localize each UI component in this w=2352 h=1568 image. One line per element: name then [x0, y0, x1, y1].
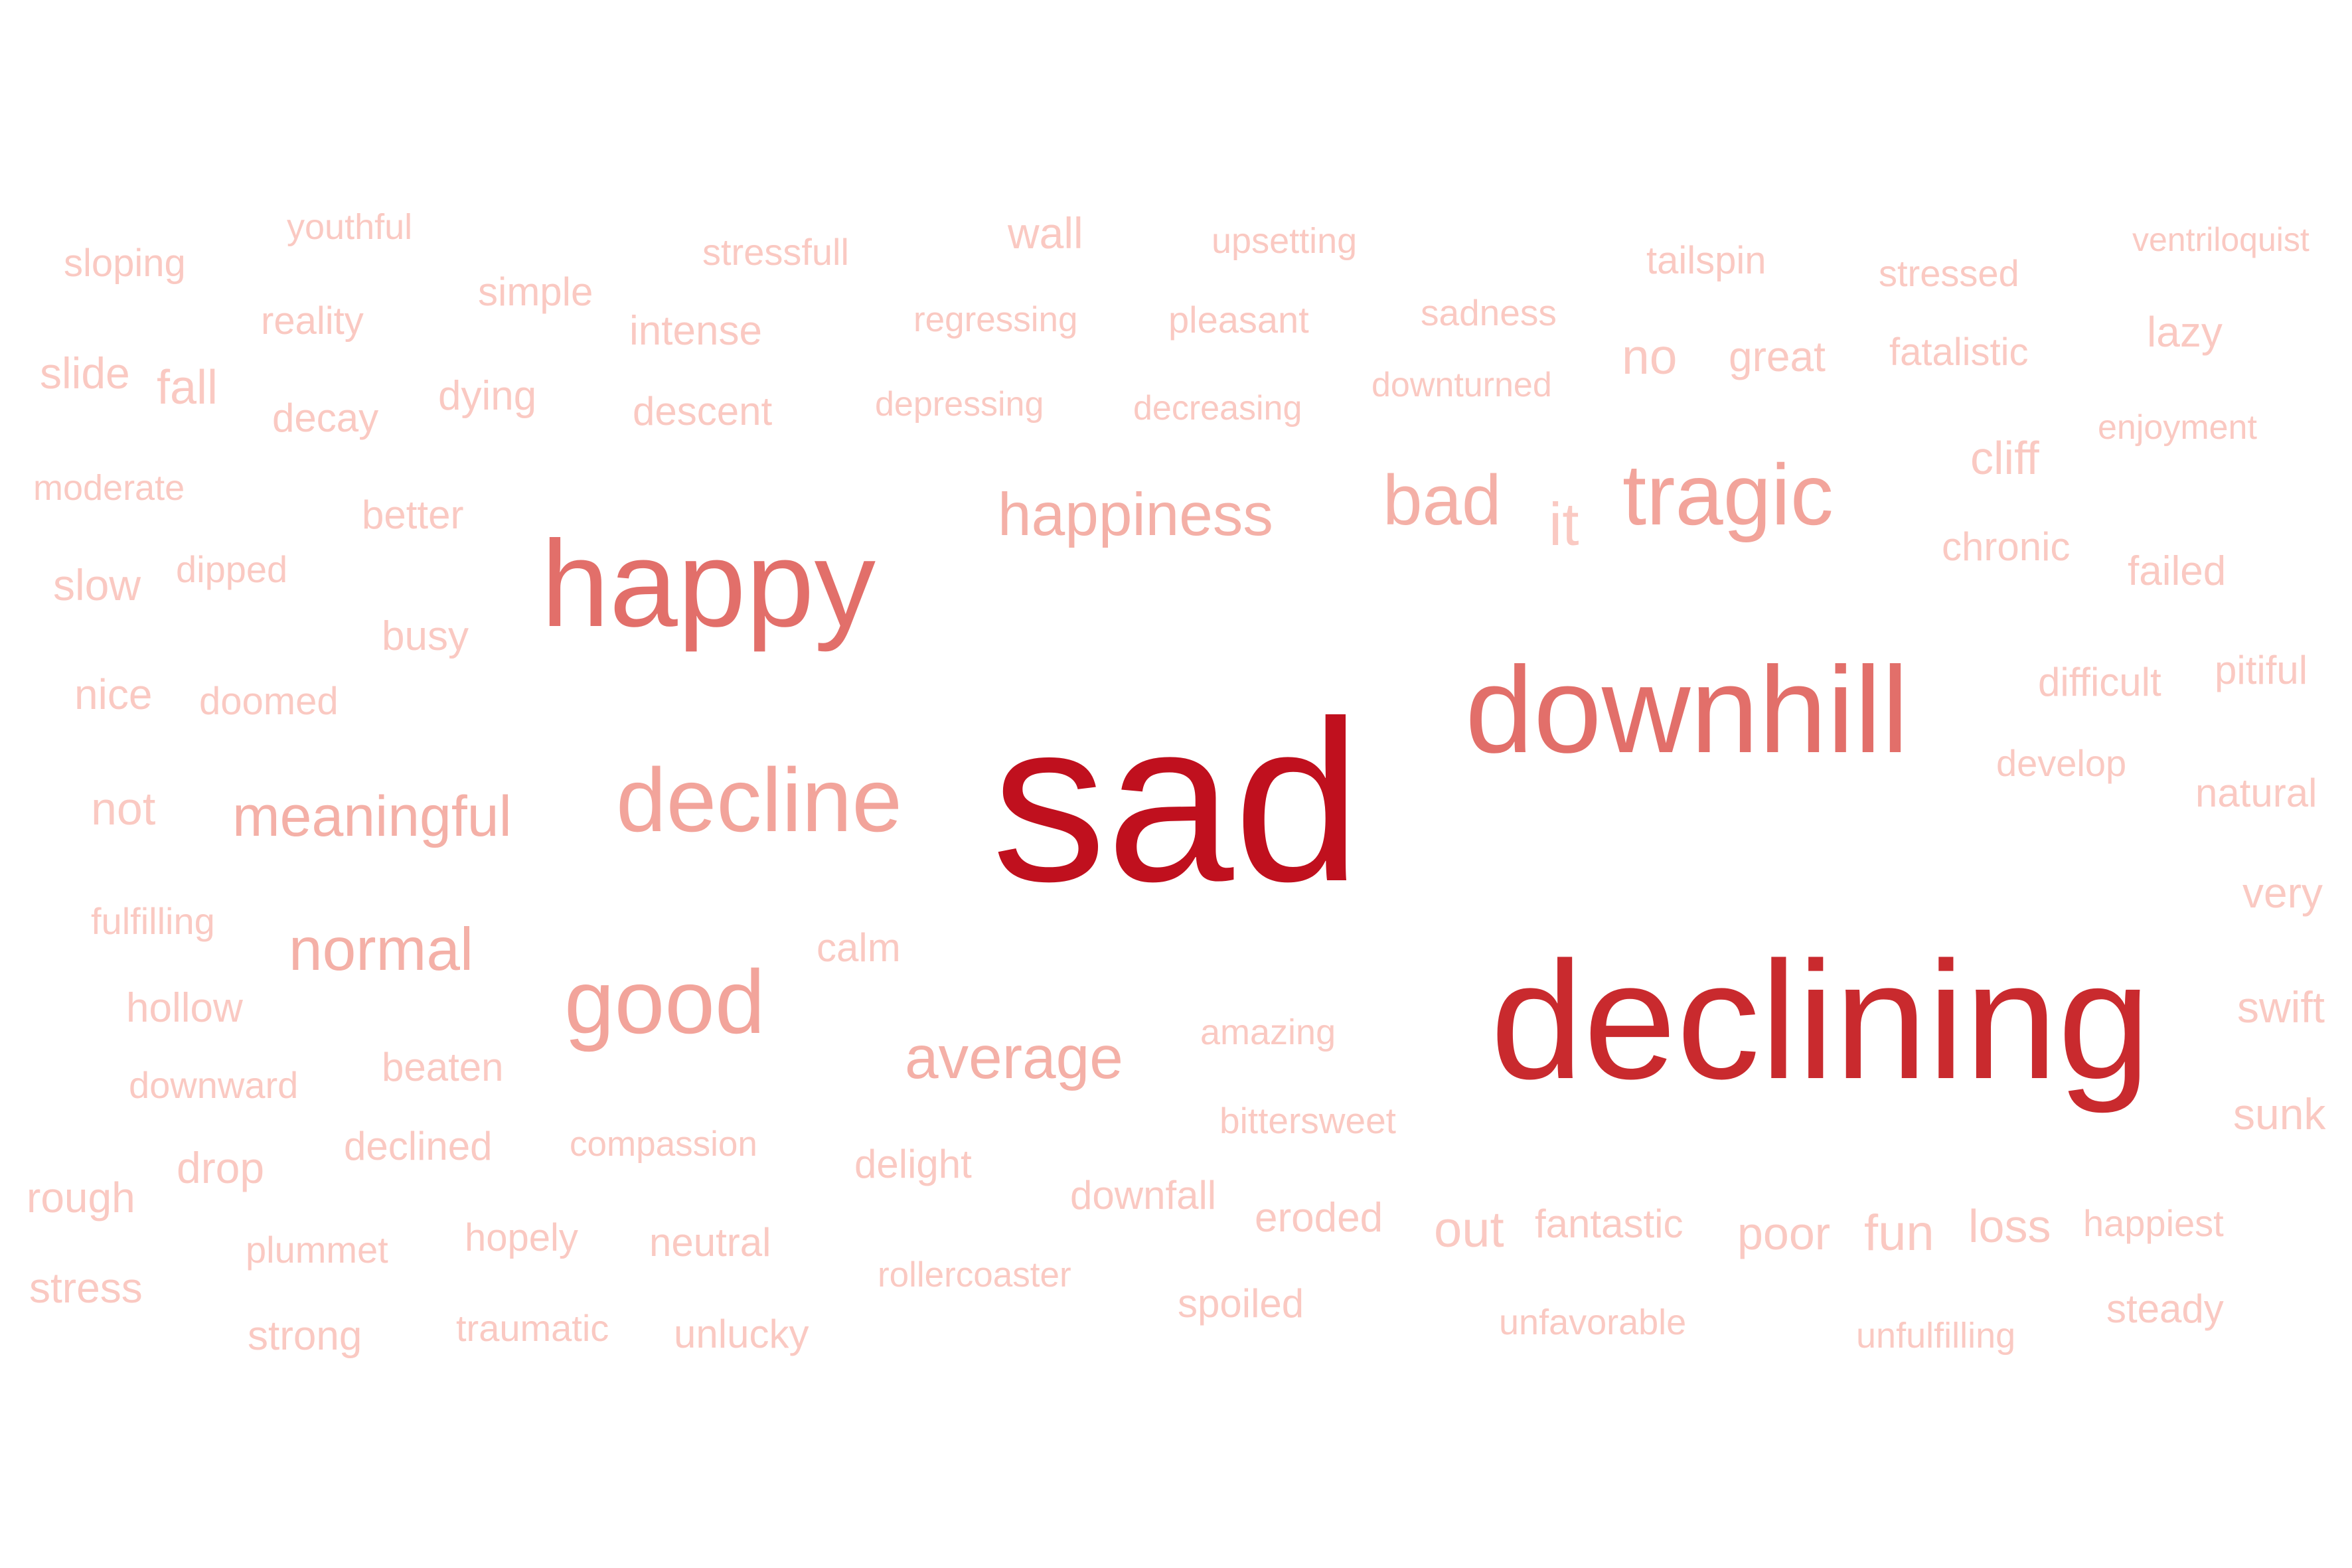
word-strong: strong — [248, 1313, 362, 1359]
word-sad: sad — [992, 674, 1362, 929]
word-amazing: amazing — [1200, 1012, 1336, 1052]
word-meaningful: meaningful — [232, 785, 512, 848]
word-fun: fun — [1864, 1205, 1934, 1261]
word-out: out — [1434, 1202, 1504, 1258]
word-downward: downward — [129, 1064, 299, 1106]
word-intense: intense — [629, 308, 762, 354]
word-sadness: sadness — [1421, 292, 1557, 333]
word-better: better — [362, 493, 464, 537]
word-hollow: hollow — [126, 985, 243, 1031]
word-decreasing: decreasing — [1133, 389, 1302, 428]
word-hopely: hopely — [465, 1216, 578, 1259]
word-unfavorable: unfavorable — [1499, 1302, 1687, 1342]
word-nice: nice — [74, 670, 153, 718]
word-plummet: plummet — [246, 1229, 388, 1271]
word-very: very — [2242, 869, 2323, 917]
word-descent: descent — [633, 389, 773, 433]
word-busy: busy — [382, 613, 469, 659]
word-downfall: downfall — [1070, 1173, 1217, 1217]
word-dipped: dipped — [176, 548, 288, 590]
word-fantastic: fantastic — [1535, 1202, 1684, 1246]
word-pleasant: pleasant — [1168, 299, 1309, 341]
word-fulfilling: fulfilling — [91, 900, 215, 942]
word-pitiful: pitiful — [2215, 648, 2308, 692]
word-steady: steady — [2106, 1287, 2224, 1331]
word-lazy: lazy — [2147, 308, 2223, 356]
word-tragic: tragic — [1622, 446, 1834, 543]
word-bad: bad — [1383, 460, 1502, 540]
word-slow: slow — [53, 560, 141, 609]
word-declined: declined — [344, 1124, 493, 1168]
word-average: average — [905, 1024, 1123, 1091]
word-no: no — [1622, 329, 1678, 384]
word-difficult: difficult — [2038, 660, 2161, 704]
word-tailspin: tailspin — [1646, 239, 1766, 282]
word-wall: wall — [1008, 208, 1083, 258]
word-enjoyment: enjoyment — [2098, 408, 2257, 447]
word-stress: stress — [29, 1264, 143, 1312]
word-moderate: moderate — [33, 468, 185, 508]
word-happy: happy — [541, 516, 876, 653]
word-happiest: happiest — [2083, 1202, 2224, 1244]
word-sloping: sloping — [64, 242, 186, 285]
word-good: good — [564, 951, 765, 1052]
word-great: great — [1729, 333, 1826, 380]
word-develop: develop — [1996, 742, 2127, 784]
word-it: it — [1549, 491, 1579, 558]
word-normal: normal — [289, 916, 474, 983]
word-rough: rough — [27, 1174, 135, 1221]
word-not: not — [91, 783, 156, 834]
word-failed: failed — [2128, 548, 2227, 594]
word-youthful: youthful — [287, 207, 413, 247]
word-stressfull: stressfull — [702, 231, 849, 273]
word-regressing: regressing — [913, 300, 1078, 339]
word-decline: decline — [616, 749, 902, 850]
word-happiness: happiness — [998, 481, 1273, 548]
word-drop: drop — [177, 1143, 265, 1192]
word-traumatic: traumatic — [456, 1307, 609, 1349]
word-swift: swift — [2237, 982, 2325, 1032]
word-slide: slide — [40, 349, 130, 398]
word-delight: delight — [854, 1142, 972, 1186]
word-downhill: downhill — [1465, 642, 1909, 779]
word-chronic: chronic — [1942, 524, 2071, 569]
word-poor: poor — [1737, 1208, 1831, 1259]
word-doomed: doomed — [199, 680, 339, 723]
word-sunk: sunk — [2233, 1089, 2326, 1138]
word-natural: natural — [2195, 771, 2317, 815]
word-neutral: neutral — [649, 1220, 771, 1265]
word-bittersweet: bittersweet — [1219, 1100, 1396, 1141]
word-simple: simple — [478, 270, 593, 314]
word-cliff: cliff — [1970, 432, 2039, 484]
word-ventriloquist: ventriloquist — [2132, 221, 2310, 258]
word-decay: decay — [272, 396, 379, 440]
word-calm: calm — [817, 925, 901, 970]
word-depressing: depressing — [875, 385, 1044, 424]
word-declining: declining — [1490, 927, 2151, 1114]
word-dying: dying — [438, 373, 537, 419]
word-compassion: compassion — [570, 1125, 757, 1164]
word-eroded: eroded — [1255, 1195, 1383, 1241]
word-upsetting: upsetting — [1212, 221, 1358, 261]
word-rollercoaster: rollercoaster — [878, 1255, 1071, 1294]
word-fall: fall — [157, 361, 218, 414]
word-stressed: stressed — [1879, 252, 2019, 294]
word-beaten: beaten — [382, 1045, 504, 1089]
word-loss: loss — [1968, 1200, 2051, 1252]
word-unlucky: unlucky — [674, 1312, 809, 1356]
word-fatalistic: fatalistic — [1889, 331, 2029, 374]
word-unfulfilling: unfulfilling — [1856, 1316, 2016, 1356]
word-downturned: downturned — [1372, 366, 1552, 404]
word-reality: reality — [261, 299, 364, 343]
word-spoiled: spoiled — [1178, 1281, 1304, 1326]
